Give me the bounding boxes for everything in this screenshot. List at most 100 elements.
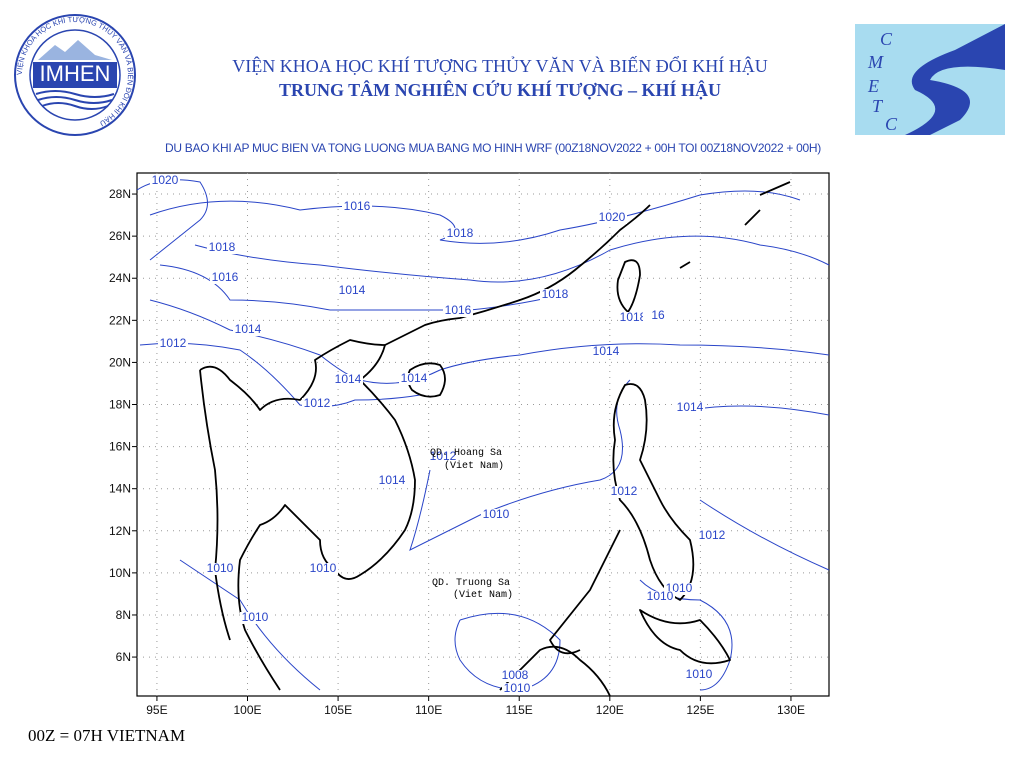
contour-label: 1014 bbox=[235, 322, 262, 336]
contour-label-bg bbox=[337, 285, 367, 297]
x-tick-label: 105E bbox=[324, 703, 352, 717]
contour-label: 1010 bbox=[310, 561, 337, 575]
logo-letter: M bbox=[867, 52, 884, 72]
contour-label: 1014 bbox=[379, 473, 406, 487]
header-subtitle: TRUNG TÂM NGHIÊN CỨU KHÍ TƯỢNG – KHÍ HẬU bbox=[279, 79, 721, 100]
contour-label-bg bbox=[428, 451, 458, 463]
contour-label-bg bbox=[684, 669, 714, 681]
contour-label-bg bbox=[342, 201, 372, 213]
contour-label: 1010 bbox=[207, 561, 234, 575]
map: 1020 1016 1018 1018 1020 1016 1014 1018 1016 1014… bbox=[132, 172, 830, 701]
contour-label: 1020 bbox=[599, 210, 626, 224]
y-tick-label: 24N bbox=[109, 271, 131, 285]
y-tick-label: 26N bbox=[109, 229, 131, 243]
contour-label-bg bbox=[158, 338, 188, 350]
contour-label-bg bbox=[233, 324, 263, 336]
logo-letter: C bbox=[880, 29, 893, 49]
contour-label: 1014 bbox=[339, 283, 366, 297]
contour-label-bg bbox=[697, 530, 727, 542]
x-tick-label: 130E bbox=[777, 703, 805, 717]
contour-label-bg bbox=[333, 374, 363, 386]
y-tick-label: 10N bbox=[109, 566, 131, 580]
contour-label: 1014 bbox=[677, 400, 704, 414]
x-tick-label: 115E bbox=[506, 703, 533, 717]
y-tick-label: 16N bbox=[109, 440, 131, 454]
contour-label: 1018 bbox=[542, 287, 569, 301]
coastlines bbox=[199, 181, 791, 697]
place-label: (Viet Nam) bbox=[444, 460, 504, 472]
contour-label-bg bbox=[591, 346, 621, 358]
logo-letter: C bbox=[885, 114, 898, 134]
contour-label-bg bbox=[240, 612, 270, 624]
y-tick-label: 18N bbox=[109, 398, 131, 412]
contour-label: 1014 bbox=[335, 372, 362, 386]
contour-label: 1012 bbox=[304, 396, 331, 410]
x-tick-label: 125E bbox=[686, 703, 714, 717]
contour-label: 1014 bbox=[593, 344, 620, 358]
contour-label-bg bbox=[308, 563, 338, 575]
contour-label-bg bbox=[540, 289, 570, 301]
x-tick-label: 95E bbox=[146, 703, 167, 717]
contour-label: 1008 bbox=[502, 668, 529, 682]
contour-label: 1014 bbox=[401, 371, 428, 385]
contour-label: 1010 bbox=[483, 507, 510, 521]
contour-label-bg bbox=[643, 310, 673, 322]
place-label: QD. Truong Sa bbox=[432, 578, 510, 589]
contour-label-bg bbox=[597, 212, 627, 224]
y-tick-label: 12N bbox=[109, 524, 131, 538]
contour-label-bg bbox=[443, 305, 473, 317]
contour-label-bg bbox=[609, 486, 639, 498]
contour-label-bg bbox=[302, 398, 332, 410]
contour-label-bg bbox=[675, 402, 705, 414]
footer-note: 00Z = 07H VIETNAM bbox=[28, 726, 185, 745]
place-label: (Viet Nam) bbox=[453, 589, 513, 601]
contour-label-bg bbox=[445, 228, 475, 240]
contour-label: 1010 bbox=[504, 681, 531, 695]
y-tick-label: 14N bbox=[109, 482, 131, 496]
place-label: QD. Hoang Sa bbox=[430, 448, 502, 459]
contour-label: 1018 bbox=[209, 240, 236, 254]
contour-label: 1012 bbox=[699, 528, 726, 542]
contour-label-bg bbox=[210, 272, 240, 284]
contour-label: 1010 bbox=[686, 667, 713, 681]
contour-label: 1012 bbox=[611, 484, 638, 498]
contour-label: 1018 bbox=[447, 226, 474, 240]
contour-label: 1012 bbox=[160, 336, 187, 350]
contour-label-bg bbox=[481, 509, 511, 521]
y-tick-label: 22N bbox=[109, 313, 131, 327]
logo-letter: E bbox=[867, 76, 879, 96]
contour-label-bg bbox=[150, 175, 180, 187]
y-tick-label: 20N bbox=[109, 355, 131, 369]
y-tick-label: 8N bbox=[116, 608, 131, 622]
contour-label-bg bbox=[618, 312, 648, 324]
y-tick-label: 6N bbox=[116, 650, 131, 664]
contour-label-bg bbox=[645, 591, 675, 603]
contour-label: 1016 bbox=[344, 199, 371, 213]
contour-label: 1010 bbox=[242, 610, 269, 624]
contour-label: 1012 bbox=[430, 449, 457, 463]
contour-label: 1010 bbox=[647, 589, 674, 603]
y-tick-label: 28N bbox=[109, 187, 131, 201]
contour-label-bg bbox=[500, 670, 530, 682]
contour-label: 16 bbox=[651, 308, 665, 322]
x-tick-label: 110E bbox=[415, 703, 442, 717]
contour-label-bg bbox=[399, 373, 429, 385]
contour-label-bg bbox=[205, 563, 235, 575]
cmetc-logo: C M E T C bbox=[855, 24, 1005, 135]
imhen-logo: VIỆN KHOA HỌC KHÍ TƯỢNG THỦY VĂN VÀ BIẾN… bbox=[14, 14, 136, 136]
logo-text: IMHEN bbox=[40, 61, 111, 86]
contour-label-bg bbox=[502, 683, 532, 695]
contour-label: 1018 bbox=[620, 310, 647, 324]
x-tick-label: 100E bbox=[233, 703, 261, 717]
map-title: DU BAO KHI AP MUC BIEN VA TONG LUONG MUA… bbox=[165, 141, 821, 155]
contour-label: 1020 bbox=[152, 173, 179, 187]
header-title: VIỆN KHOA HỌC KHÍ TƯỢNG THỦY VĂN VÀ BIẾN… bbox=[232, 55, 767, 76]
contour-label: 1016 bbox=[212, 270, 239, 284]
contour-label: 1016 bbox=[445, 303, 472, 317]
contour-label-bg bbox=[207, 242, 237, 254]
x-tick-label: 120E bbox=[596, 703, 624, 717]
logo-letter: T bbox=[872, 96, 884, 116]
contour-label-bg bbox=[377, 475, 407, 487]
